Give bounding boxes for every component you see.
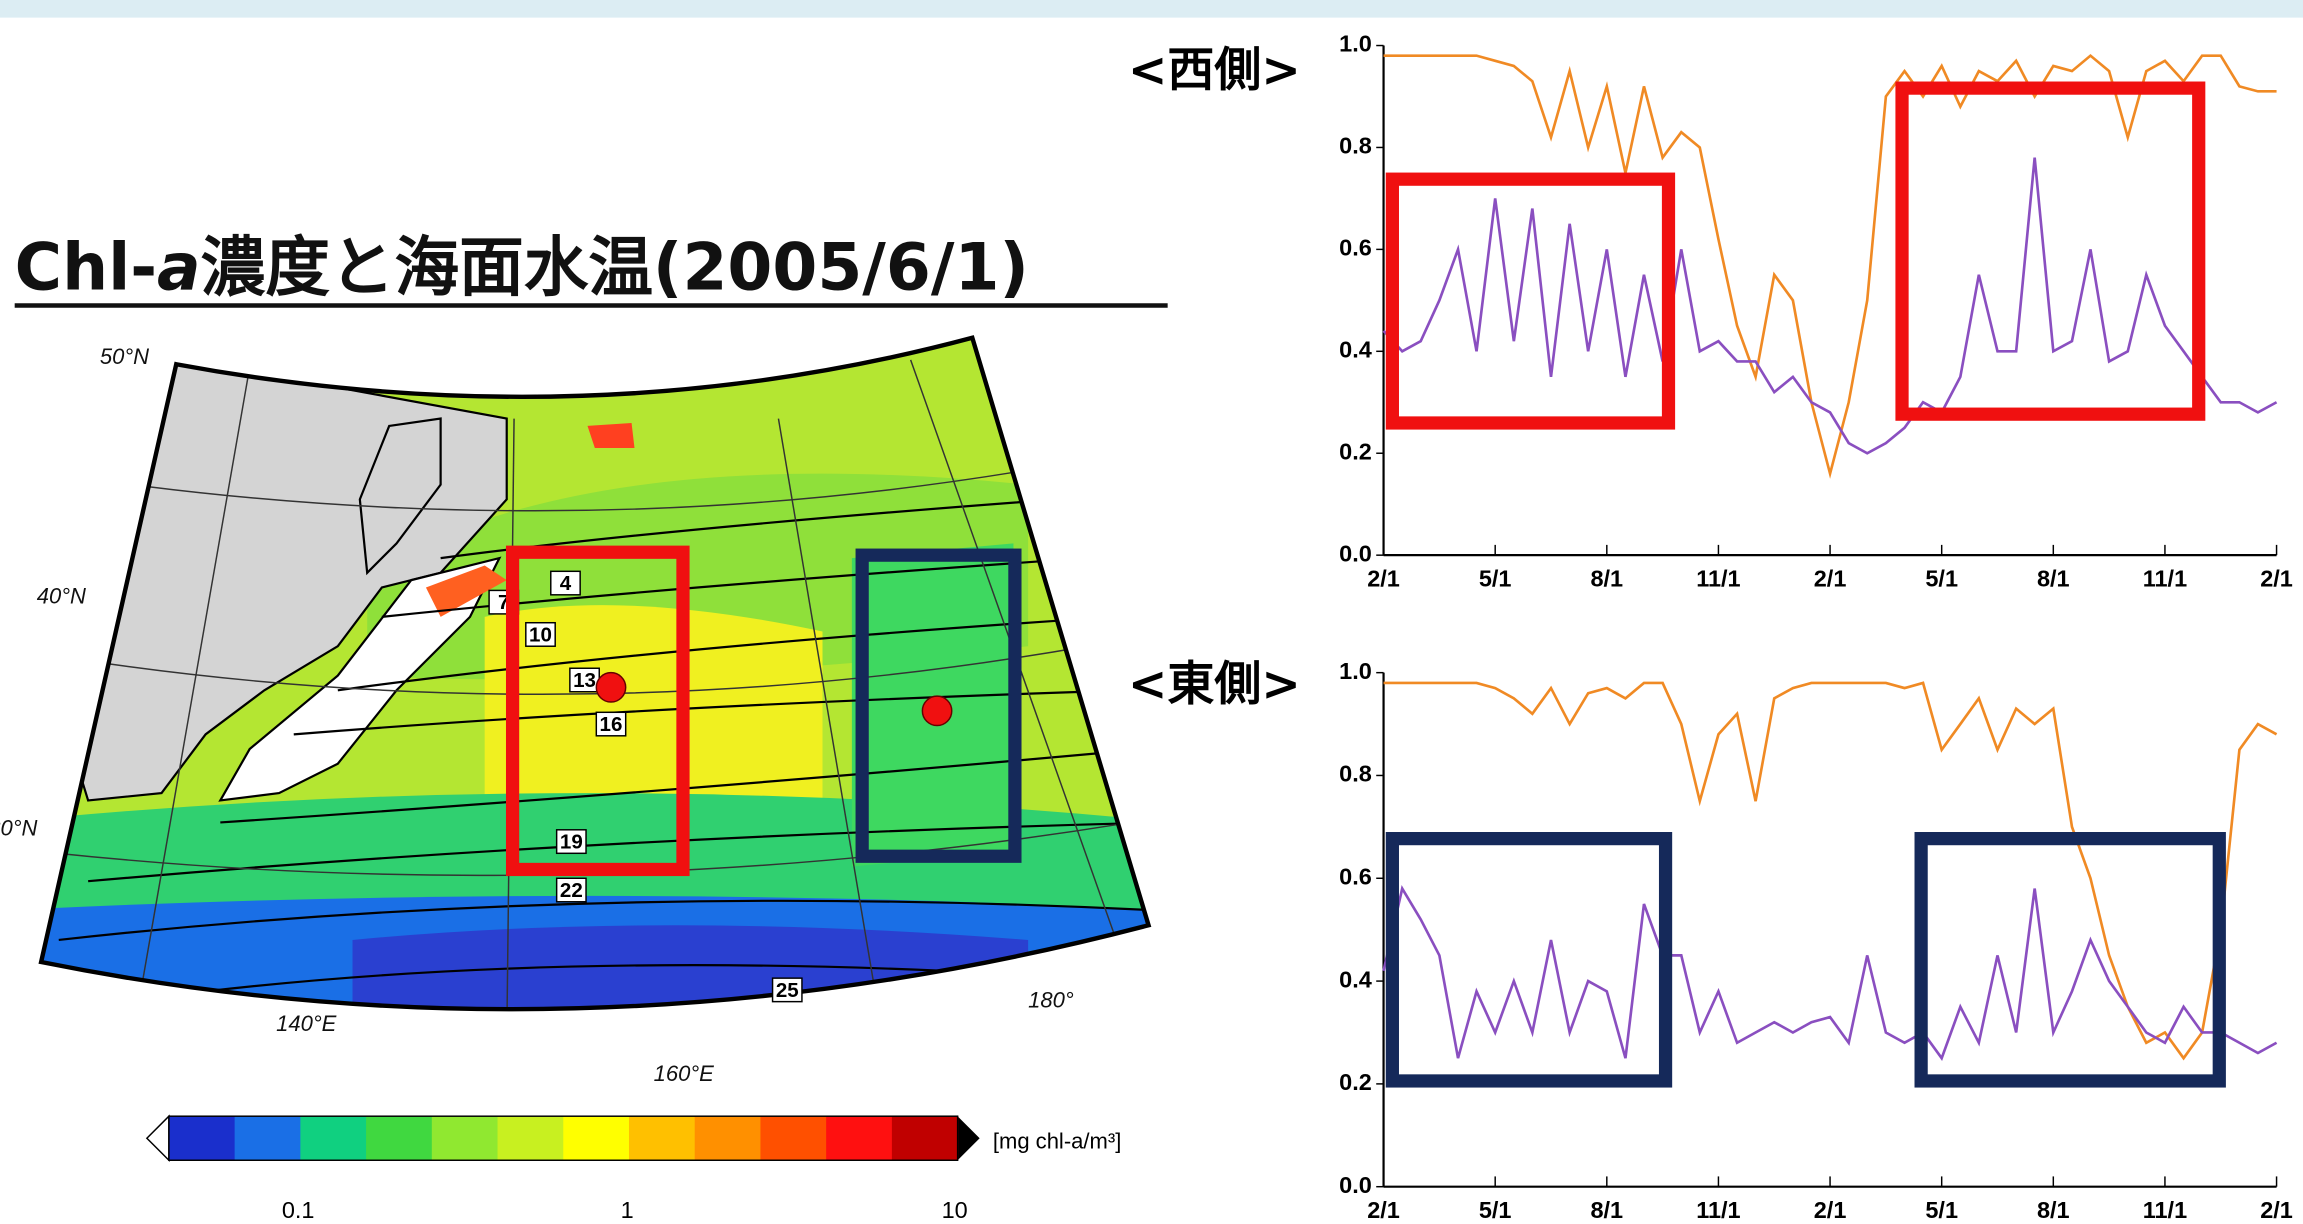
contour-label: 22	[560, 879, 583, 902]
colorbar-swatch	[563, 1116, 629, 1160]
colorbar-swatch	[235, 1116, 301, 1160]
colorbar-swatch	[300, 1116, 366, 1160]
x-tick-label: 8/1	[1590, 565, 1623, 591]
lat-label: 50°N	[100, 344, 149, 369]
colorbar-end	[958, 1116, 980, 1160]
y-tick-label: 0.0	[1339, 540, 1372, 566]
colorbar-swatch	[498, 1116, 564, 1160]
x-tick-label: 5/1	[1925, 565, 1958, 591]
colorbar-swatch	[366, 1116, 432, 1160]
colorbar-swatch	[169, 1116, 235, 1160]
title-part: 濃度と海面水温(2005/6/1)	[201, 230, 1029, 305]
contour-label: 19	[560, 830, 583, 853]
contour-label: 16	[600, 713, 623, 736]
x-tick-label: 2/1	[2260, 1197, 2293, 1223]
x-tick-label: 8/1	[1590, 1197, 1623, 1223]
colorbar-tick: 10	[942, 1197, 968, 1223]
y-tick-label: 1.0	[1339, 658, 1372, 684]
lon-label: 180°	[1028, 987, 1074, 1012]
y-tick-label: 0.8	[1339, 761, 1372, 787]
highlight-box	[1392, 839, 1665, 1081]
x-tick-label: 5/1	[1479, 1197, 1512, 1223]
lon-label: 160°E	[654, 1061, 715, 1086]
series-line	[1384, 683, 2277, 1058]
colorbar-swatch	[826, 1116, 892, 1160]
y-tick-label: 0.4	[1339, 966, 1372, 992]
lat-label: 30°N	[0, 816, 38, 841]
colorbar-end	[147, 1116, 169, 1160]
slide-title: Chl-a濃度と海面水温(2005/6/1)	[15, 230, 1029, 305]
x-tick-label: 2/1	[2260, 565, 2293, 591]
contour-label: 10	[529, 623, 552, 646]
y-tick-label: 0.4	[1339, 337, 1372, 363]
x-tick-label: 8/1	[2037, 565, 2070, 591]
x-tick-label: 11/1	[2143, 565, 2187, 591]
x-tick-label: 11/1	[1696, 565, 1740, 591]
colorbar-swatch	[432, 1116, 498, 1160]
contour-label: 4	[560, 572, 572, 595]
chart-title: <西側>	[1128, 43, 1301, 98]
x-tick-label: 8/1	[2037, 1197, 2070, 1223]
colorbar-swatch	[695, 1116, 761, 1160]
x-tick-label: 2/1	[1814, 565, 1847, 591]
x-tick-label: 11/1	[2143, 1197, 2187, 1223]
y-tick-label: 0.0	[1339, 1172, 1372, 1198]
top-band	[0, 0, 2303, 18]
colorbar-swatch	[892, 1116, 958, 1160]
contour-label: 25	[776, 979, 799, 1002]
x-tick-label: 5/1	[1925, 1197, 1958, 1223]
slide: Chl-a濃度と海面水温(2005/6/1) 50°N 40°N 30°N 14…	[0, 0, 2303, 1224]
title-part: Chl-	[15, 230, 157, 305]
x-tick-label: 2/1	[1814, 1197, 1847, 1223]
station-dot	[596, 673, 625, 702]
y-tick-label: 0.6	[1339, 863, 1372, 889]
y-tick-label: 0.2	[1339, 438, 1372, 464]
colorbar-tick: 1	[621, 1197, 634, 1223]
lat-label: 40°N	[37, 584, 86, 609]
y-tick-label: 1.0	[1339, 31, 1372, 57]
title-part: a	[157, 230, 201, 305]
chart-title: <東側>	[1128, 657, 1301, 712]
colorbar-swatch	[629, 1116, 695, 1160]
colorbar	[147, 1116, 980, 1160]
y-tick-label: 0.2	[1339, 1069, 1372, 1095]
zone	[588, 423, 635, 448]
charts: 0.0 0.2 0.4 0.6 0.8 1.0 2/1 5/1 8/1 11/1 2/1 5/1 8/1…	[1339, 31, 2293, 1223]
lon-label: 140°E	[276, 1011, 337, 1036]
x-tick-label: 2/1	[1367, 1197, 1400, 1223]
x-tick-label: 11/1	[1696, 1197, 1740, 1223]
highlight-box	[1902, 88, 2199, 414]
colorbar-swatch	[760, 1116, 826, 1160]
station-dot	[922, 696, 951, 725]
y-tick-label: 0.8	[1339, 133, 1372, 159]
contour-label: 13	[573, 669, 596, 692]
colorbar-unit: [mg chl-a/m³]	[993, 1128, 1121, 1153]
x-tick-label: 2/1	[1367, 565, 1400, 591]
y-tick-label: 0.6	[1339, 235, 1372, 261]
page: {"title":{"prefix":"Chl-","italic":"a","…	[0, 0, 2303, 1224]
x-tick-label: 5/1	[1479, 565, 1512, 591]
colorbar-tick: 0.1	[282, 1197, 315, 1223]
